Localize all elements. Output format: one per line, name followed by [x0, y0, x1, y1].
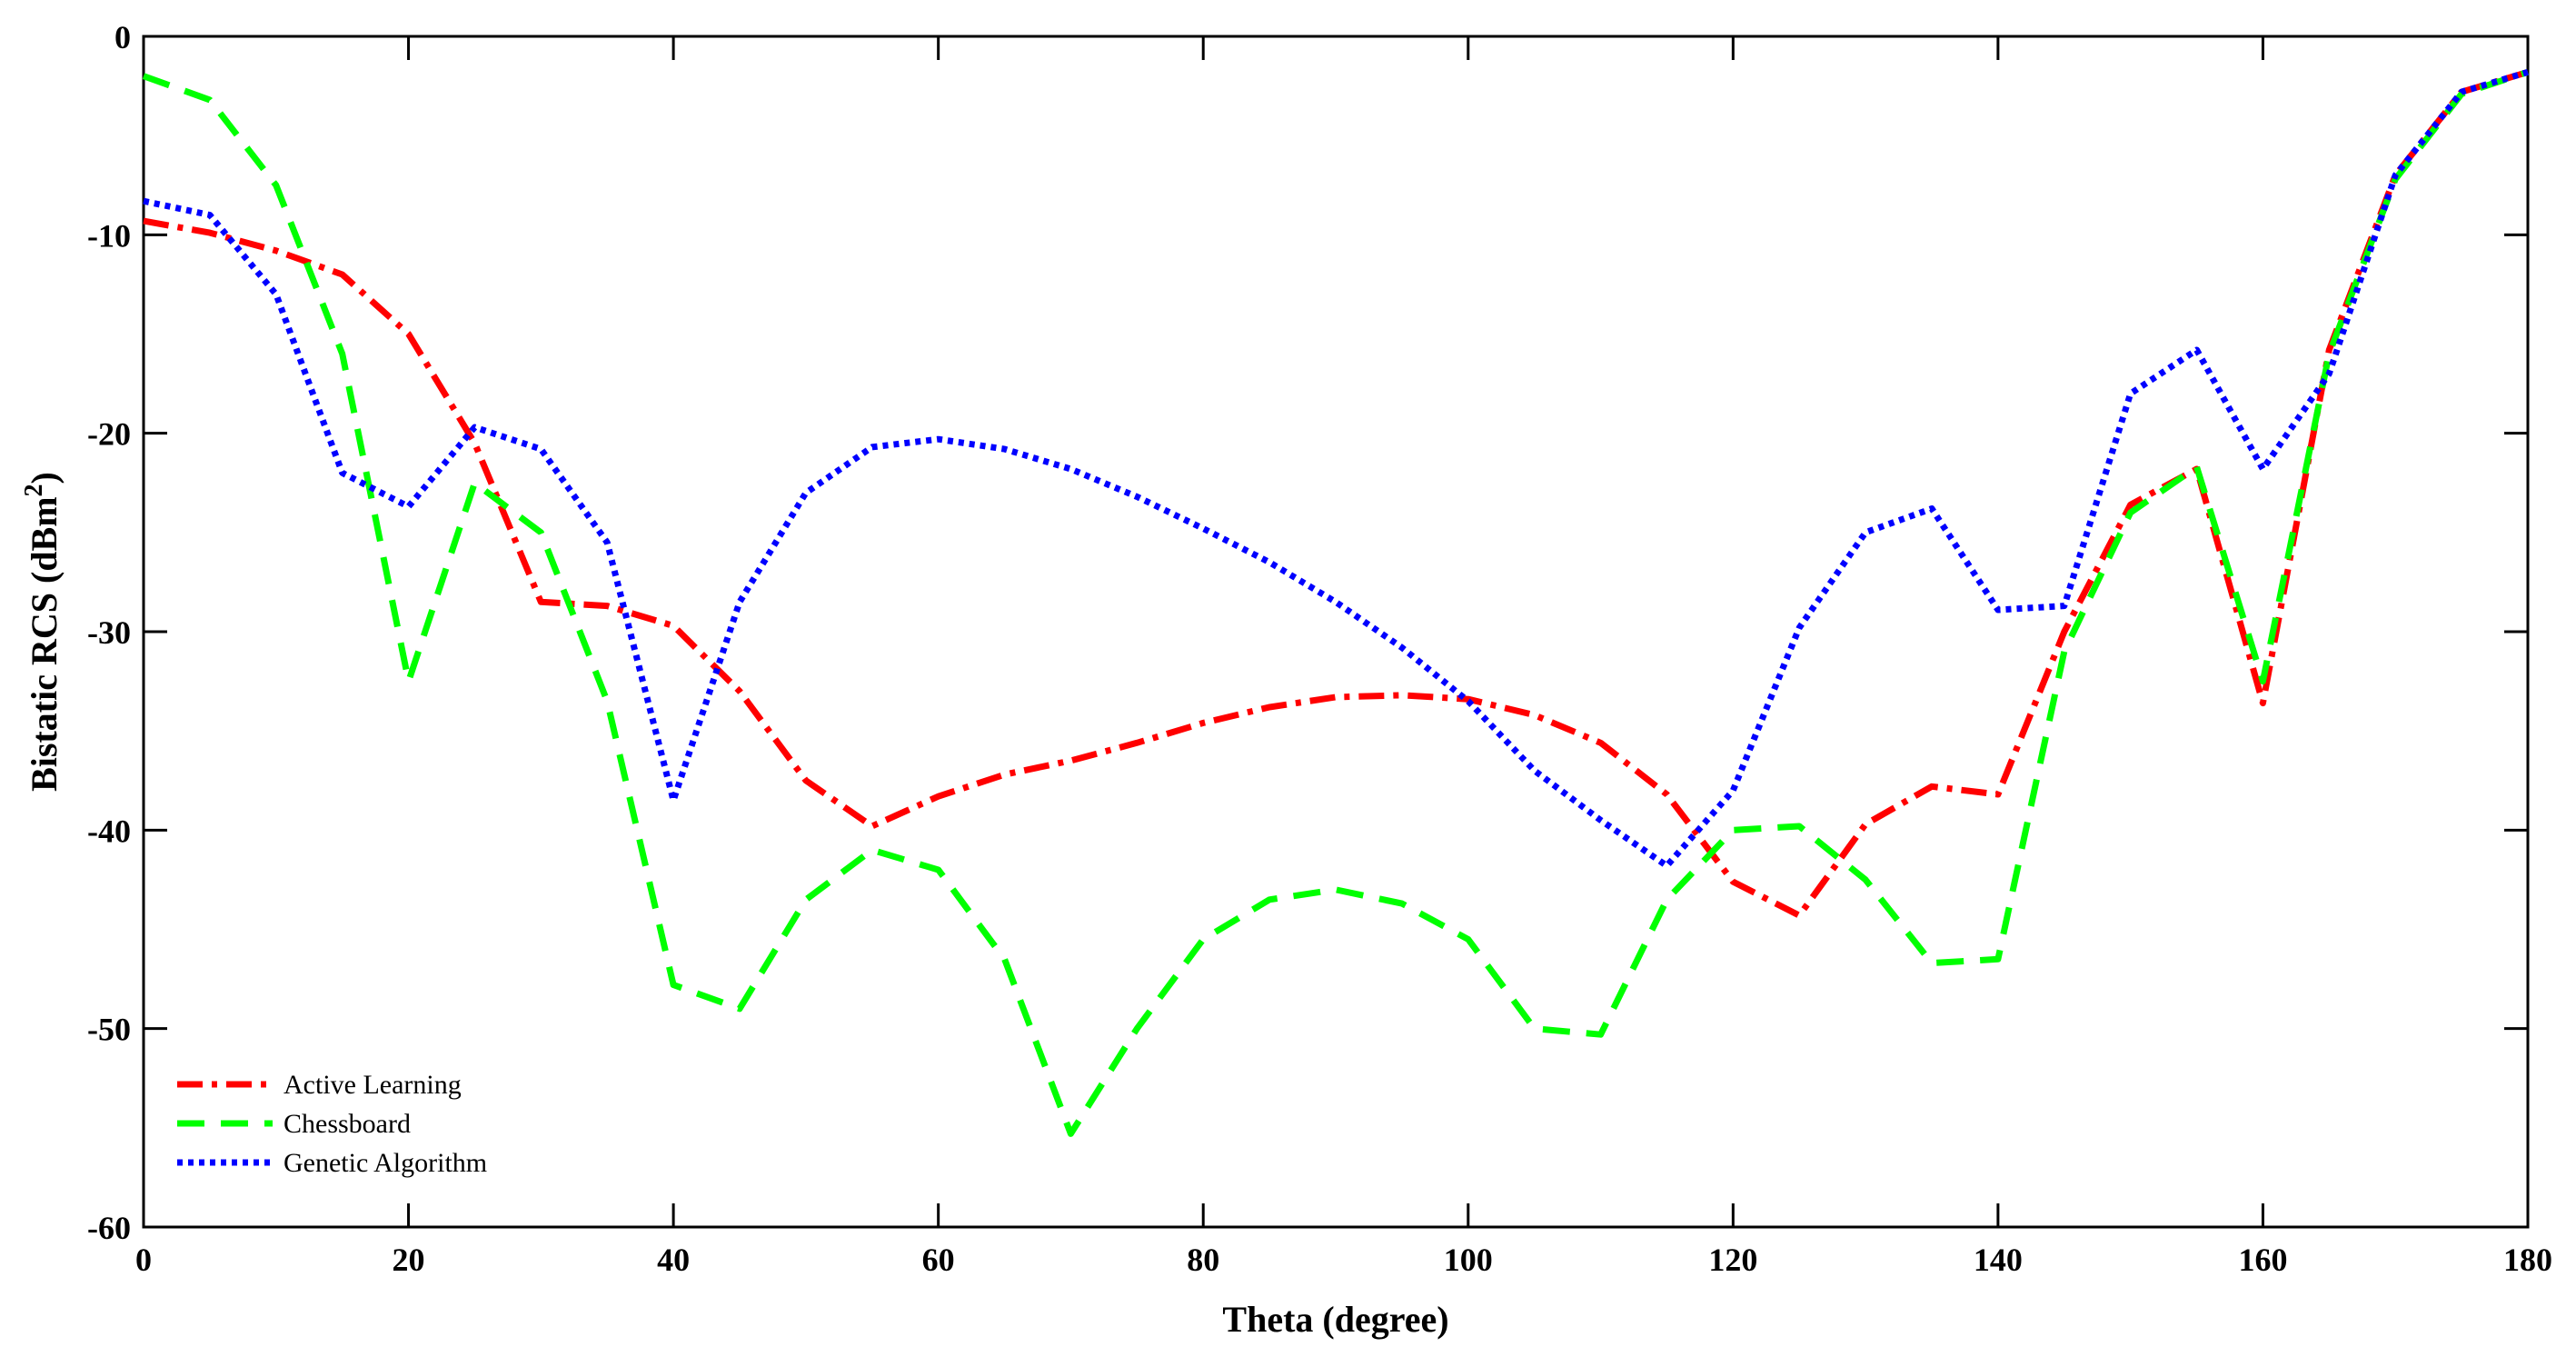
legend-label-genetic-algorithm: Genetic Algorithm [283, 1148, 487, 1178]
x-axis-title: Theta (degree) [1222, 1299, 1448, 1340]
legend-label-active-learning: Active Learning [283, 1070, 462, 1100]
series-line-active-learning [143, 68, 2530, 919]
x-tick-label: 140 [1974, 1242, 2023, 1278]
y-tick-label: -50 [87, 1012, 131, 1048]
y-axis-title-close: ) [24, 472, 65, 484]
x-tick-label: 60 [922, 1242, 955, 1278]
x-tick-label: 120 [1708, 1242, 1757, 1278]
x-tick-label: 40 [657, 1242, 690, 1278]
y-axis-title-superscript: 2 [20, 484, 48, 496]
series-line-chessboard [142, 68, 2530, 1137]
y-axis-title-main: Bistatic RCS (dBm [24, 496, 65, 791]
y-tick-label: -20 [87, 416, 131, 453]
axis-ticks: 0 20 40 60 80 100 120 140 160 180 0 -10 -20 -30 -40 -50… [87, 19, 2552, 1278]
x-tick-label: 180 [2503, 1242, 2552, 1278]
y-axis-title: Bistatic RCS (dBm2) [20, 472, 65, 792]
x-tick-label: 100 [1444, 1242, 1493, 1278]
y-tick-label: -30 [87, 614, 131, 651]
y-tick-label: -10 [87, 217, 131, 254]
plot-area [142, 35, 2530, 1229]
x-tick-label: 80 [1187, 1242, 1219, 1278]
legend-label-chessboard: Chessboard [283, 1109, 411, 1139]
y-tick-label: -60 [87, 1210, 131, 1246]
series-layer [142, 68, 2530, 1137]
x-tick-label: 160 [2238, 1242, 2287, 1278]
legend: Active Learning Chessboard Genetic Algorit… [177, 1070, 487, 1178]
x-tick-label: 0 [135, 1242, 152, 1278]
plot-frame [142, 35, 2530, 1229]
y-tick-label: -40 [87, 813, 131, 849]
x-tick-label: 20 [393, 1242, 425, 1278]
y-tick-label: 0 [114, 19, 131, 55]
